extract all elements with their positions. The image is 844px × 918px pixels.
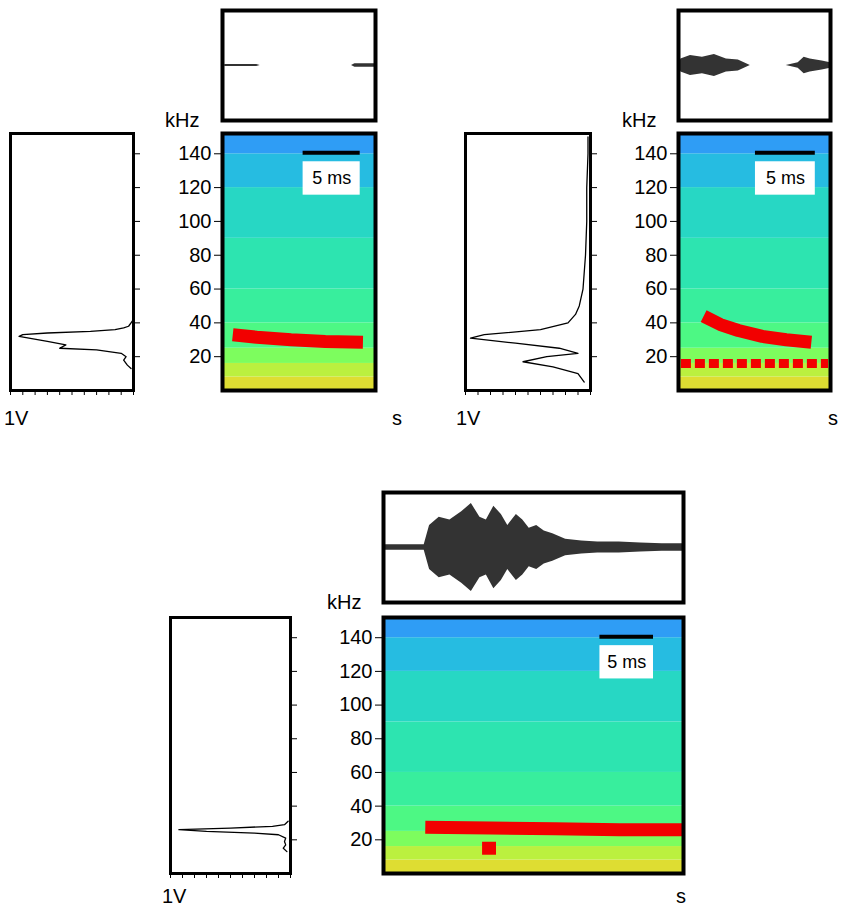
svg-text:140: 140 <box>339 626 372 648</box>
svg-text:20: 20 <box>350 828 372 850</box>
html-text:s: s <box>676 885 686 907</box>
svg-text:100: 100 <box>339 693 372 715</box>
svg-text:120: 120 <box>178 176 211 198</box>
svg-text:20: 20 <box>189 345 211 367</box>
html-text:kHz: kHz <box>622 109 657 131</box>
html-text:kHz: kHz <box>327 591 362 613</box>
svg-text:5 ms: 5 ms <box>607 652 646 672</box>
svg-text:5 ms: 5 ms <box>766 168 805 188</box>
html-text:1V: 1V <box>4 407 29 429</box>
html-text:s: s <box>828 407 838 429</box>
svg-text:100: 100 <box>178 210 211 232</box>
svg-text:120: 120 <box>634 176 667 198</box>
svg-text:120: 120 <box>339 660 372 682</box>
svg-text:60: 60 <box>350 761 372 783</box>
html-text:s: s <box>392 407 402 429</box>
svg-text:5 ms: 5 ms <box>312 168 351 188</box>
html-text:1V: 1V <box>162 885 187 907</box>
svg-text:40: 40 <box>645 311 667 333</box>
html-text:kHz: kHz <box>165 109 200 131</box>
svg-text:140: 140 <box>634 142 667 164</box>
svg-text:60: 60 <box>645 277 667 299</box>
svg-text:100: 100 <box>634 210 667 232</box>
svg-text:40: 40 <box>189 311 211 333</box>
svg-text:20: 20 <box>645 345 667 367</box>
svg-text:80: 80 <box>645 244 667 266</box>
svg-text:40: 40 <box>350 795 372 817</box>
svg-text:60: 60 <box>189 277 211 299</box>
svg-text:80: 80 <box>350 727 372 749</box>
svg-text:140: 140 <box>178 142 211 164</box>
html-text:1V: 1V <box>456 407 481 429</box>
svg-text:80: 80 <box>189 244 211 266</box>
